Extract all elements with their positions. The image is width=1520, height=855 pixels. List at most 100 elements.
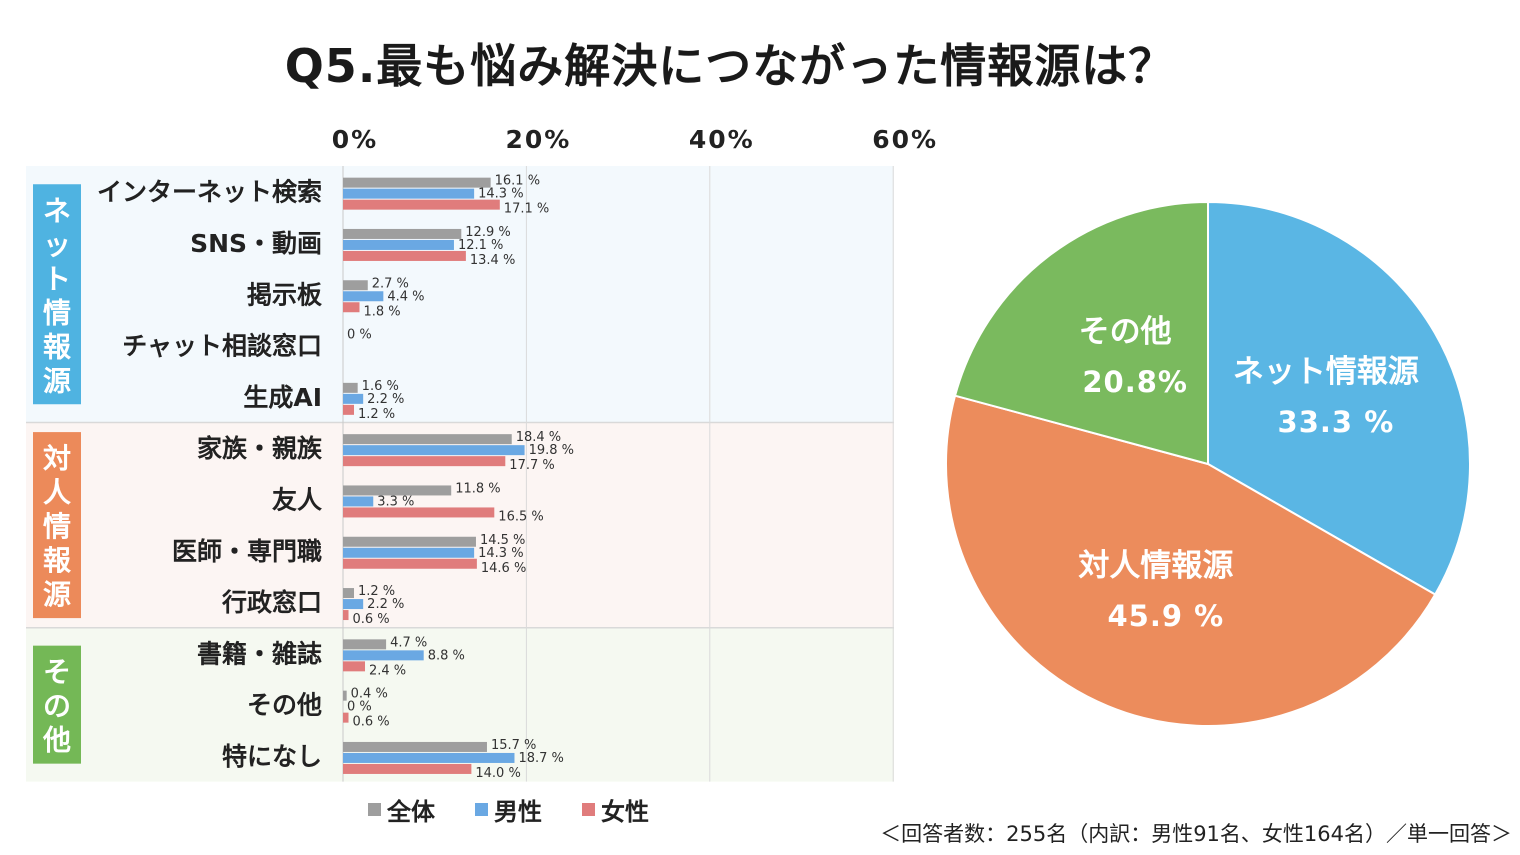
data-label: 12.9 % bbox=[465, 225, 510, 240]
legend-label-male: 男性 bbox=[494, 798, 542, 826]
legend-item-all: 全体 bbox=[368, 792, 435, 827]
category-label: その他 bbox=[247, 691, 322, 720]
bar bbox=[343, 690, 347, 701]
group-label-box bbox=[33, 184, 81, 405]
group-label-box bbox=[33, 645, 81, 764]
bar bbox=[343, 485, 452, 496]
data-label: 0 % bbox=[347, 328, 372, 343]
pie-slice bbox=[953, 200, 1209, 466]
bar bbox=[343, 177, 491, 188]
chart-title: Q5.最も悩み解決につながった情報源は？ bbox=[284, 39, 1176, 93]
bar bbox=[343, 291, 384, 302]
x-tick-label: 0% bbox=[332, 125, 378, 154]
group-label-box bbox=[33, 432, 81, 619]
data-label: 2.7 % bbox=[372, 276, 409, 291]
category-label: 掲示板 bbox=[247, 280, 322, 309]
data-label: 14.0 % bbox=[475, 766, 520, 781]
category-label: 医師・専門職 bbox=[172, 537, 322, 566]
pie-slice-value: 20.8% bbox=[1082, 365, 1188, 399]
group-label: 対人情報源 bbox=[43, 442, 72, 611]
bar bbox=[343, 763, 472, 774]
data-label: 0 % bbox=[347, 700, 372, 715]
bar bbox=[343, 393, 364, 404]
data-label: 15.7 % bbox=[491, 738, 536, 753]
respondent-note: ＜回答者数：255名（内訳：男性91名、女性164名）／単一回答＞ bbox=[880, 822, 1512, 846]
data-label: 14.5 % bbox=[480, 533, 525, 548]
data-label: 0.6 % bbox=[353, 612, 390, 627]
data-label: 1.6 % bbox=[362, 379, 399, 394]
pie-slice-label: ネット情報源 bbox=[1233, 354, 1419, 390]
category-label: 書籍・雑誌 bbox=[197, 639, 322, 668]
x-tick-label: 20% bbox=[505, 125, 571, 154]
bar bbox=[343, 434, 512, 445]
data-label: 16.1 % bbox=[495, 174, 540, 189]
data-label: 17.1 % bbox=[504, 202, 549, 217]
data-label: 4.7 % bbox=[390, 635, 427, 650]
pie-slice-label: 対人情報源 bbox=[1078, 548, 1233, 584]
legend-item-male: 男性 bbox=[475, 792, 542, 827]
pie-slice bbox=[945, 394, 1437, 727]
x-tick-label: 60% bbox=[872, 125, 938, 154]
bar bbox=[343, 610, 349, 621]
data-label: 2.2 % bbox=[367, 392, 404, 407]
bar bbox=[343, 507, 495, 518]
bar bbox=[343, 752, 515, 763]
pie-slice-value: 33.3 % bbox=[1278, 405, 1395, 439]
bar bbox=[343, 239, 454, 250]
pie-slice bbox=[1207, 200, 1471, 596]
data-label: 14.3 % bbox=[478, 546, 523, 561]
category-label: 友人 bbox=[272, 485, 322, 514]
bar bbox=[343, 199, 500, 210]
pie-chart: ネット情報源 33.3 % 対人情報源 45.9 % その他 20.8% bbox=[945, 200, 1471, 727]
data-label: 2.2 % bbox=[367, 597, 404, 612]
x-tick-label: 40% bbox=[689, 125, 755, 154]
pie-slice-value: 45.9 % bbox=[1108, 599, 1225, 633]
data-label: 16.5 % bbox=[498, 509, 543, 524]
legend: 全体 男性 女性 bbox=[368, 792, 649, 827]
data-label: 8.8 % bbox=[428, 648, 465, 663]
bar bbox=[343, 661, 366, 672]
data-label: 1.8 % bbox=[364, 304, 401, 319]
legend-swatch-female bbox=[582, 803, 595, 816]
data-label: 18.4 % bbox=[516, 430, 561, 445]
category-label: インターネット検索 bbox=[97, 178, 322, 207]
bar bbox=[343, 712, 349, 723]
bar bbox=[343, 188, 475, 199]
legend-label-female: 女性 bbox=[601, 798, 649, 826]
legend-swatch-male bbox=[475, 803, 488, 816]
data-label: 13.4 % bbox=[470, 253, 515, 268]
bar bbox=[343, 445, 525, 456]
bar bbox=[343, 250, 466, 261]
data-label: 14.3 % bbox=[478, 187, 523, 202]
data-label: 19.8 % bbox=[529, 443, 574, 458]
bar bbox=[343, 496, 374, 507]
data-label: 11.8 % bbox=[455, 481, 500, 496]
data-label: 0.6 % bbox=[353, 715, 390, 730]
data-label: 17.7 % bbox=[509, 458, 554, 473]
bar bbox=[343, 280, 368, 291]
data-label: 12.1 % bbox=[458, 238, 503, 253]
bar bbox=[343, 741, 487, 752]
group-label: その他 bbox=[42, 656, 71, 757]
bar bbox=[343, 547, 475, 558]
data-label: 0.4 % bbox=[351, 687, 388, 702]
bar bbox=[343, 456, 506, 467]
bar bbox=[343, 639, 387, 650]
data-label: 1.2 % bbox=[358, 584, 395, 599]
bar bbox=[343, 599, 364, 610]
bar bbox=[343, 650, 424, 661]
data-label: 2.4 % bbox=[369, 663, 406, 678]
data-label: 3.3 % bbox=[377, 494, 414, 509]
category-label: SNS・動画 bbox=[190, 229, 322, 258]
category-label: 行政窓口 bbox=[221, 588, 322, 617]
data-label: 1.2 % bbox=[358, 407, 395, 422]
bar bbox=[343, 588, 355, 599]
category-label: 特になし bbox=[222, 742, 322, 771]
bar bbox=[343, 302, 360, 313]
data-label: 4.4 % bbox=[387, 289, 424, 304]
data-label: 18.7 % bbox=[518, 751, 563, 766]
bar bbox=[343, 558, 477, 569]
bar bbox=[343, 382, 358, 393]
bar bbox=[343, 536, 476, 547]
